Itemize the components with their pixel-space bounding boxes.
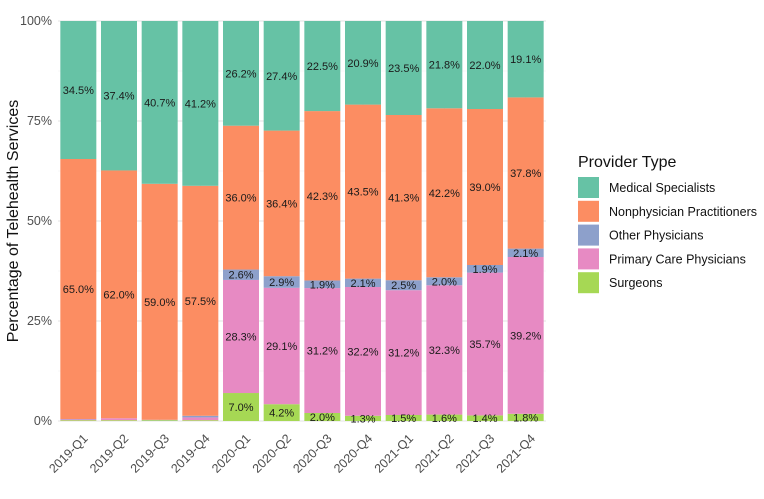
- data-label: 39.0%: [469, 182, 500, 194]
- bar-segment: [182, 417, 218, 420]
- data-label: 2.1%: [350, 278, 375, 290]
- data-label: 41.3%: [388, 193, 419, 205]
- legend-swatch: [578, 177, 599, 198]
- data-label: 2.9%: [269, 277, 294, 289]
- x-tick-label: 2021-Q4: [494, 431, 538, 475]
- data-label: 37.8%: [510, 168, 541, 180]
- data-label: 1.4%: [472, 413, 497, 425]
- data-label: 20.9%: [347, 58, 378, 70]
- data-label: 36.0%: [225, 193, 256, 205]
- data-label: 26.2%: [225, 68, 256, 80]
- legend-label: Surgeons: [609, 276, 663, 290]
- data-label: 59.0%: [144, 297, 175, 309]
- data-label: 19.1%: [510, 54, 541, 66]
- x-tick-label: 2019-Q1: [46, 431, 90, 475]
- data-label: 35.7%: [469, 339, 500, 351]
- data-label: 1.9%: [472, 264, 497, 276]
- y-tick-label: 100%: [20, 14, 52, 28]
- x-tick-label: 2021-Q2: [412, 431, 456, 475]
- data-label: 2.5%: [391, 280, 416, 292]
- bar-segment: [182, 416, 218, 418]
- data-label: 29.1%: [266, 341, 297, 353]
- x-tick-label: 2020-Q2: [250, 431, 294, 475]
- data-label: 34.5%: [63, 85, 94, 97]
- y-tick-label: 25%: [27, 314, 52, 328]
- legend-label: Primary Care Physicians: [609, 252, 746, 266]
- y-tick-label: 50%: [27, 214, 52, 228]
- x-tick-label: 2021-Q3: [453, 431, 497, 475]
- legend-swatch: [578, 272, 599, 293]
- legend-title: Provider Type: [578, 154, 677, 171]
- data-label: 31.2%: [388, 348, 419, 360]
- data-label: 28.3%: [225, 331, 256, 343]
- data-label: 2.0%: [310, 412, 335, 424]
- bar-segment: [101, 418, 137, 420]
- y-tick-label: 0%: [34, 414, 52, 428]
- data-label: 2.1%: [513, 248, 538, 260]
- legend-swatch: [578, 248, 599, 269]
- data-label: 21.8%: [429, 60, 460, 72]
- x-tick-label: 2019-Q3: [128, 431, 172, 475]
- y-axis-title: Percentage of Telehealth Services: [5, 100, 22, 343]
- data-label: 32.3%: [429, 345, 460, 357]
- bar-segment: [60, 420, 96, 421]
- data-label: 65.0%: [63, 284, 94, 296]
- data-label: 1.9%: [310, 279, 335, 291]
- data-label: 22.5%: [307, 61, 338, 73]
- data-label: 42.2%: [429, 188, 460, 200]
- bar-segment: [60, 419, 96, 420]
- data-label: 4.2%: [269, 408, 294, 420]
- data-label: 23.5%: [388, 63, 419, 75]
- data-label: 22.0%: [469, 60, 500, 72]
- bar-segment: [182, 420, 218, 421]
- data-label: 37.4%: [103, 91, 134, 103]
- data-label: 7.0%: [228, 402, 253, 414]
- legend-label: Medical Specialists: [609, 181, 715, 195]
- legend-swatch: [578, 201, 599, 222]
- y-tick-label: 75%: [27, 114, 52, 128]
- x-tick-label: 2019-Q4: [168, 431, 212, 475]
- x-tick-label: 2021-Q1: [372, 431, 416, 475]
- data-label: 2.0%: [432, 276, 457, 288]
- data-label: 41.2%: [185, 98, 216, 110]
- legend-label: Nonphysician Practitioners: [609, 205, 757, 219]
- x-tick-label: 2020-Q3: [290, 431, 334, 475]
- data-label: 36.4%: [266, 198, 297, 210]
- bar-segment: [101, 420, 137, 421]
- data-label: 27.4%: [266, 71, 297, 83]
- data-label: 1.6%: [432, 413, 457, 425]
- data-label: 1.8%: [513, 412, 538, 424]
- data-label: 32.2%: [347, 346, 378, 358]
- x-tick-label: 2019-Q2: [87, 431, 131, 475]
- data-label: 2.6%: [228, 270, 253, 282]
- data-label: 39.2%: [510, 330, 541, 342]
- data-label: 62.0%: [103, 289, 134, 301]
- data-label: 1.3%: [350, 413, 375, 425]
- bar-segment: [142, 420, 178, 421]
- data-label: 40.7%: [144, 97, 175, 109]
- x-tick-label: 2020-Q4: [331, 431, 375, 475]
- legend-swatch: [578, 225, 599, 246]
- data-label: 1.5%: [391, 413, 416, 425]
- x-tick-label: 2020-Q1: [209, 431, 253, 475]
- data-label: 42.3%: [307, 191, 338, 203]
- data-label: 43.5%: [347, 187, 378, 199]
- data-label: 57.5%: [185, 296, 216, 308]
- data-label: 31.2%: [307, 346, 338, 358]
- legend-label: Other Physicians: [609, 229, 703, 243]
